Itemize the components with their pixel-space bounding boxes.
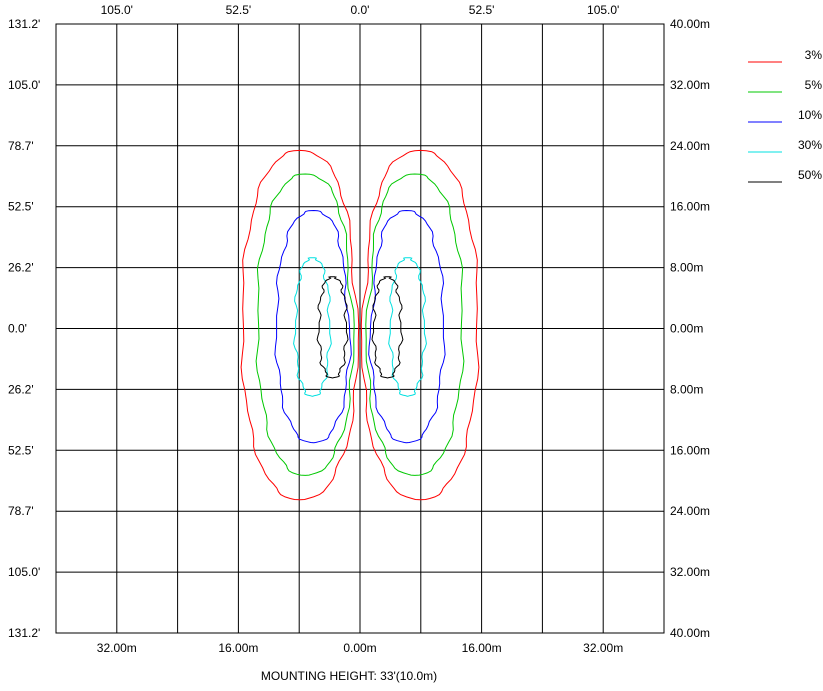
- right-tick-label: 16.00m: [670, 443, 710, 457]
- left-tick-label: 78.7': [8, 139, 34, 153]
- chart-caption: MOUNTING HEIGHT: 33'(10.0m): [261, 669, 437, 683]
- legend-label: 50%: [798, 168, 822, 182]
- legend-label: 3%: [805, 48, 823, 62]
- contour-right-50pct: [371, 276, 404, 379]
- top-tick-label: 52.5': [226, 3, 252, 17]
- contour-plot: [240, 149, 480, 501]
- contour-left-30pct: [293, 257, 332, 397]
- bottom-tick-label: 0.00m: [343, 641, 376, 655]
- left-tick-label: 131.2': [8, 626, 40, 640]
- left-tick-label: 0.0': [8, 322, 27, 336]
- right-tick-label: 40.00m: [670, 626, 710, 640]
- right-tick-label: 8.00m: [670, 261, 703, 275]
- left-tick-label: 131.2': [8, 17, 40, 31]
- contour-left-10pct: [274, 209, 352, 444]
- bottom-tick-label: 16.00m: [218, 641, 258, 655]
- legend-label: 5%: [805, 78, 823, 92]
- left-tick-label: 52.5': [8, 200, 34, 214]
- contour-right-30pct: [388, 257, 427, 397]
- contour-left-3pct: [240, 149, 360, 501]
- left-tick-label: 105.0': [8, 78, 40, 92]
- legend-label: 10%: [798, 108, 822, 122]
- contour-right-10pct: [368, 209, 446, 444]
- right-tick-label: 24.00m: [670, 139, 710, 153]
- axis-tick-labels: 105.0' 52.5' 0.0' 52.5' 105.0' 32.00m 16.00m 0.…: [8, 3, 710, 655]
- left-tick-label: 78.7': [8, 504, 34, 518]
- legend: 3% 5% 10% 30% 50%: [748, 48, 823, 183]
- bottom-tick-label: 16.00m: [462, 641, 502, 655]
- contour-left-50pct: [316, 276, 349, 379]
- left-tick-label: 26.2': [8, 382, 34, 396]
- top-tick-label: 105.0': [101, 3, 133, 17]
- contour-left-5pct: [255, 173, 355, 476]
- contour-right-5pct: [365, 173, 465, 476]
- right-tick-label: 8.00m: [670, 382, 703, 396]
- top-tick-label: 105.0': [587, 3, 619, 17]
- right-tick-label: 16.00m: [670, 200, 710, 214]
- grid: [55, 23, 665, 634]
- right-tick-label: 32.00m: [670, 565, 710, 579]
- right-tick-label: 24.00m: [670, 504, 710, 518]
- left-tick-label: 52.5': [8, 443, 34, 457]
- right-tick-label: 40.00m: [670, 17, 710, 31]
- left-tick-label: 105.0': [8, 565, 40, 579]
- left-tick-label: 26.2': [8, 261, 34, 275]
- top-tick-label: 0.0': [351, 3, 370, 17]
- right-tick-label: 0.00m: [670, 322, 703, 336]
- right-tick-label: 32.00m: [670, 78, 710, 92]
- bottom-tick-label: 32.00m: [97, 641, 137, 655]
- legend-label: 30%: [798, 138, 822, 152]
- top-tick-label: 52.5': [469, 3, 495, 17]
- bottom-tick-label: 32.00m: [583, 641, 623, 655]
- contour-right-3pct: [360, 149, 480, 501]
